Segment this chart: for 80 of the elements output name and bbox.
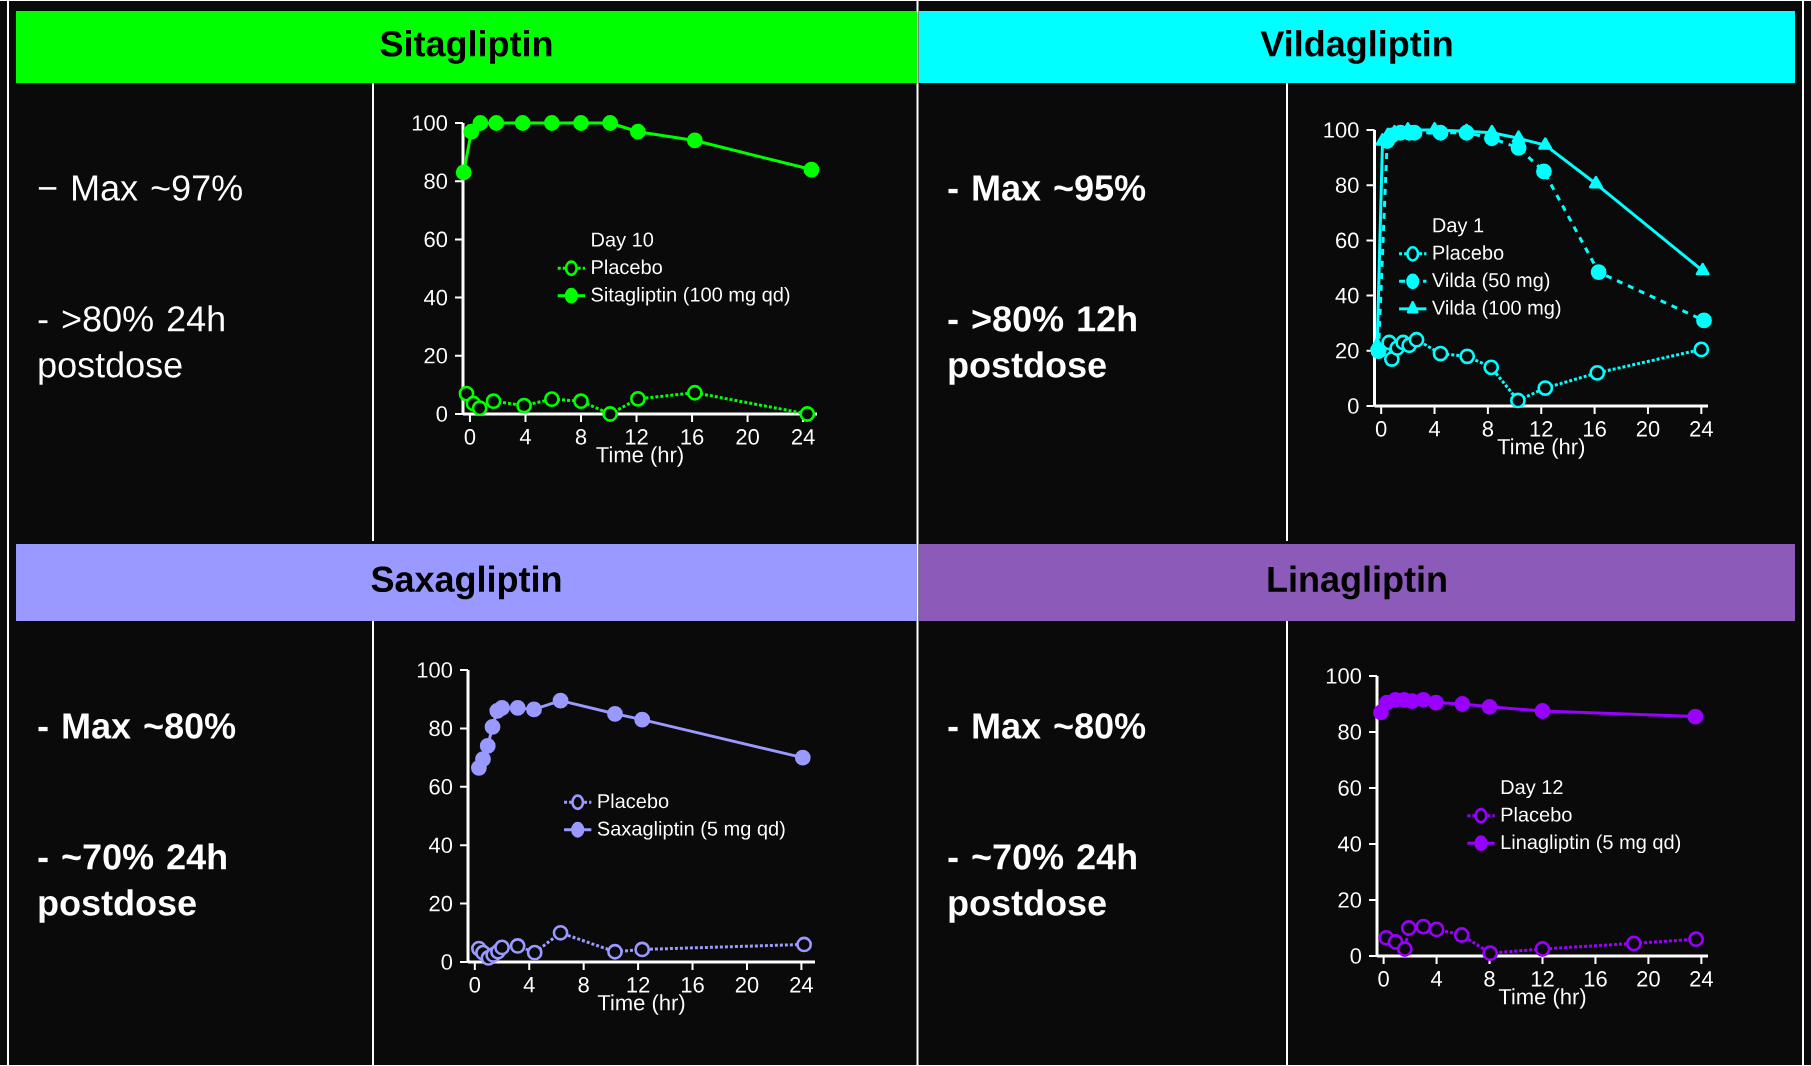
x-tick-label: 20 (1636, 421, 1660, 437)
x-tick-label: 0 (1378, 971, 1389, 987)
text: - Max ~95% (948, 175, 1146, 201)
legend-label: Placebo (1433, 245, 1504, 260)
y-tick-label: 100 (1326, 668, 1362, 684)
y-tick-label: 0 (436, 406, 448, 422)
x-tick-label: 16 (1584, 421, 1606, 437)
legend-label: Vilda (100 mg) (1431, 300, 1561, 319)
x-tick-label: 24 (1690, 971, 1713, 987)
y-tick-label: 0 (441, 954, 453, 970)
x-axis-title: Time (hr) (596, 446, 683, 467)
y-tick-label: 40 (428, 837, 453, 853)
legend-label: Placebo (598, 793, 669, 809)
x-tick-label: 8 (1482, 421, 1494, 437)
text: - >80% 12h postdose (948, 305, 1136, 385)
y-tick-label: 80 (1338, 724, 1362, 740)
x-tick-label: 4 (523, 977, 535, 993)
chart-title: Sitagliptin (380, 30, 552, 64)
x-tick-label: 4 (1428, 421, 1440, 437)
x-tick-label: 0 (469, 977, 481, 993)
y-tick-label: 20 (429, 895, 453, 912)
x-tick-label: 20 (1637, 971, 1660, 987)
y-tick-label: 0 (1350, 948, 1362, 964)
legend-title: Day 12 (1501, 780, 1563, 799)
y-tick-label: 100 (1324, 122, 1359, 138)
x-tick-label: 12 (1531, 971, 1554, 987)
chart-title: Saxagliptin (371, 565, 561, 600)
y-tick-label: 40 (423, 289, 448, 306)
x-tick-label: 20 (736, 429, 759, 445)
x-tick-label: 12 (625, 429, 648, 445)
x-tick-label: 8 (578, 977, 589, 993)
legend-label: Placebo (1501, 806, 1572, 822)
text: − Max ~97% (38, 175, 242, 201)
x-axis-title: Time (hr) (1498, 988, 1586, 1009)
y-tick-label: 60 (1336, 232, 1359, 249)
legend-label: Placebo (592, 259, 662, 275)
text: - ~70% 24h postdose (948, 843, 1136, 923)
y-tick-label: 100 (417, 662, 453, 678)
chart-title: Linagliptin (1268, 565, 1446, 600)
x-tick-label: 12 (1530, 421, 1553, 437)
y-tick-label: 20 (1336, 343, 1359, 359)
x-tick-label: 20 (735, 977, 759, 993)
y-tick-label: 40 (1335, 287, 1359, 304)
x-tick-label: 4 (1430, 971, 1443, 987)
legend-label: Saxagliptin (5 mg qd) (597, 820, 785, 840)
chart-title: Vildagliptin (1260, 30, 1452, 64)
y-tick-label: 60 (429, 779, 453, 795)
x-tick-label: 16 (1584, 971, 1607, 987)
y-tick-label: 20 (1338, 892, 1362, 908)
y-tick-label: 100 (412, 115, 448, 131)
text: - >80% 24h postdose (38, 305, 224, 385)
text: - ~70% 24h postdose (38, 843, 226, 923)
y-tick-label: 0 (1348, 398, 1359, 414)
x-tick-label: 0 (1375, 421, 1387, 437)
x-tick-label: 16 (681, 977, 704, 993)
y-tick-label: 20 (424, 348, 448, 364)
x-tick-label: 0 (464, 429, 476, 445)
text: - Max ~80% (38, 713, 236, 739)
y-tick-label: 60 (424, 231, 448, 248)
x-tick-label: 8 (1484, 971, 1495, 987)
legend-title: Day 1 (1433, 218, 1484, 237)
text: - Max ~80% (948, 713, 1146, 739)
y-tick-label: 60 (1338, 780, 1362, 796)
x-tick-label: 16 (681, 429, 704, 445)
x-axis-title: Time (hr) (597, 994, 685, 1015)
x-tick-label: 24 (791, 429, 815, 445)
legend-label: Vilda (50 mg) (1431, 272, 1550, 292)
legend-label: Sitagliptin (100 mg qd) (591, 286, 790, 306)
y-tick-label: 80 (424, 173, 448, 189)
y-tick-label: 80 (429, 720, 453, 737)
legend-label: Linagliptin (5 mg qd) (1501, 834, 1681, 854)
legend-title: Day 10 (592, 232, 654, 251)
x-tick-label: 8 (575, 429, 587, 445)
x-tick-label: 24 (790, 977, 813, 993)
x-tick-label: 24 (1690, 421, 1713, 437)
x-tick-label: 4 (519, 429, 531, 445)
x-tick-label: 12 (627, 977, 650, 993)
x-axis-title: Time (hr) (1497, 438, 1585, 459)
y-tick-label: 80 (1335, 177, 1359, 193)
y-tick-label: 40 (1337, 836, 1362, 852)
